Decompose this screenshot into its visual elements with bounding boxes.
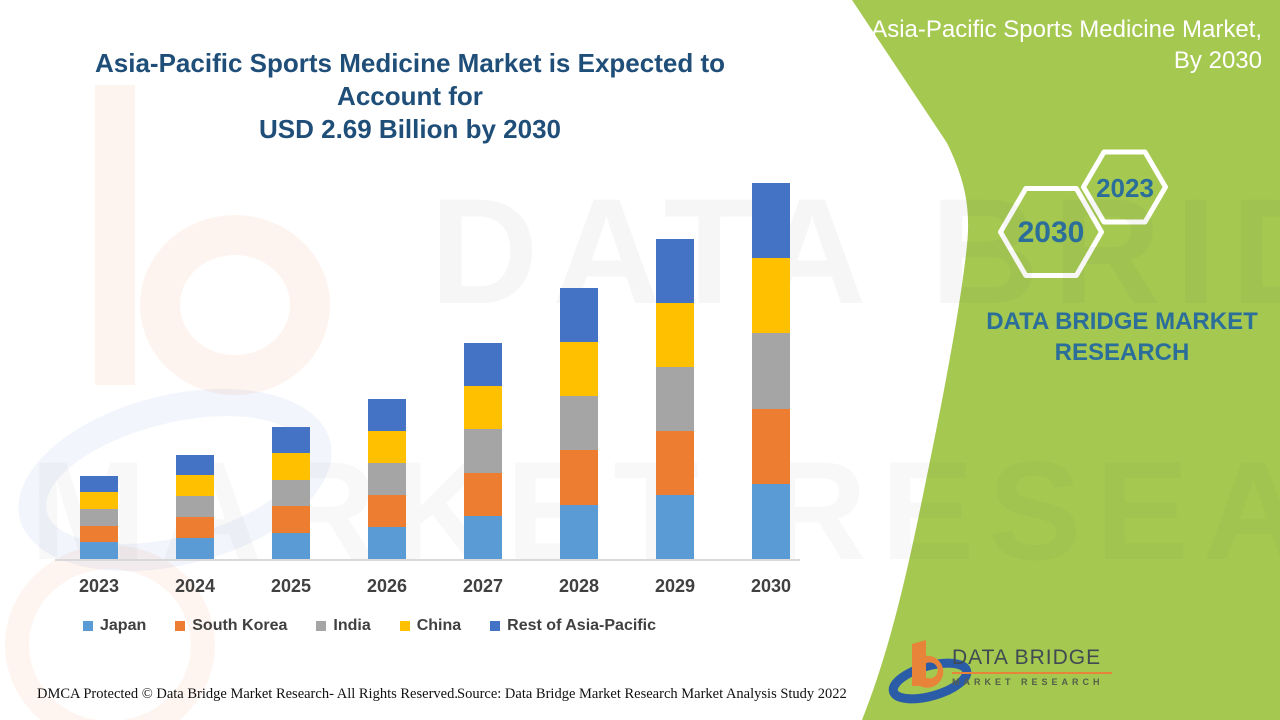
x-axis-labels: 2023 2024 2025 2026 2027 2028 2029 2030 (55, 576, 800, 600)
legend-label: Rest of Asia-Pacific (507, 617, 656, 634)
bar-segment-2024-south-korea (176, 517, 214, 539)
hexagon-2030-outline (998, 186, 1104, 278)
bar-segment-2027-china (464, 386, 502, 430)
legend-swatch (490, 621, 501, 631)
hexagon-2023-label: 2023 (1096, 173, 1154, 203)
bar-2029 (656, 238, 694, 559)
hexagon-2023-outline (1081, 149, 1168, 225)
bar-segment-2025-china (272, 453, 310, 480)
bar-segment-2026-india (368, 463, 406, 495)
bar-2024 (176, 454, 214, 559)
logo-line2: MARKET RESEARCH (952, 677, 1104, 687)
side-panel-heading: Asia-Pacific Sports Medicine Market, By … (842, 14, 1262, 76)
legend-label: Japan (100, 617, 147, 634)
bar-segment-2023-india (80, 508, 118, 526)
bar-segment-2026-rest-of-asia-pacific (368, 399, 406, 431)
data-bridge-logo-icon (888, 640, 972, 704)
bar-segment-2027-japan (464, 515, 502, 559)
x-axis-label-2030: 2030 (750, 576, 792, 596)
page-title-line1: Asia-Pacific Sports Medicine Market is E… (95, 48, 725, 111)
bar-2026 (368, 399, 406, 559)
stacked-bar-chart (55, 180, 800, 561)
x-axis-label-2029: 2029 (654, 576, 696, 596)
bar-segment-2028-japan (560, 504, 598, 559)
bar-segment-2024-japan (176, 538, 214, 559)
bar-segment-2029-india (656, 366, 694, 431)
x-axis-label-2025: 2025 (270, 576, 312, 596)
legend-label: India (333, 617, 371, 634)
bar-2025 (272, 426, 310, 559)
bar-segment-2026-china (368, 431, 406, 463)
bar-segment-2029-china (656, 302, 694, 367)
bar-segment-2025-rest-of-asia-pacific (272, 426, 310, 453)
bar-segment-2027-india (464, 429, 502, 473)
bar-segment-2030-south-korea (752, 408, 790, 484)
legend-item-india: India (316, 617, 371, 635)
bar-segment-2028-india (560, 396, 598, 451)
legend-swatch (316, 621, 327, 631)
data-bridge-logo-text: DATA BRIDGE MARKET RESEARCH (952, 646, 1122, 687)
bar-segment-2029-south-korea (656, 430, 694, 495)
bar-segment-2030-china (752, 258, 790, 334)
bar-2030 (752, 183, 790, 559)
legend-item-south-korea: South Korea (175, 617, 287, 635)
bar-segment-2028-rest-of-asia-pacific (560, 287, 598, 342)
legend-label: South Korea (192, 617, 288, 634)
x-axis-label-2023: 2023 (78, 576, 120, 596)
bar-segment-2027-south-korea (464, 472, 502, 516)
legend-item-china: China (399, 617, 462, 635)
bar-segment-2024-rest-of-asia-pacific (176, 454, 214, 476)
x-axis-label-2028: 2028 (558, 576, 600, 596)
bar-segment-2029-japan (656, 494, 694, 559)
bar-segment-2023-rest-of-asia-pacific (80, 475, 118, 493)
bar-segment-2028-south-korea (560, 450, 598, 505)
bar-segment-2024-china (176, 475, 214, 497)
bar-segment-2025-south-korea (272, 506, 310, 533)
legend-item-japan: Japan (83, 617, 146, 635)
page-title: Asia-Pacific Sports Medicine Market is E… (40, 47, 780, 146)
hexagon-2030-label: 2030 (1017, 216, 1085, 249)
brand-caption-line2: RESEARCH (1054, 339, 1190, 366)
bar-segment-2028-china (560, 341, 598, 397)
bar-2027 (464, 343, 502, 559)
bar-segment-2025-japan (272, 532, 310, 559)
bar-segment-2026-japan (368, 527, 406, 559)
logo-line1: DATA BRIDGE (952, 646, 1102, 669)
x-axis-label-2024: 2024 (174, 576, 216, 596)
bar-segment-2030-japan (752, 483, 790, 559)
bar-segment-2025-india (272, 479, 310, 506)
chart-legend: Japan South Korea India China Rest of Asia-P… (83, 617, 656, 635)
bar-segment-2026-south-korea (368, 495, 406, 527)
bar-segment-2029-rest-of-asia-pacific (656, 238, 694, 303)
x-axis-label-2027: 2027 (462, 576, 504, 596)
legend-swatch (83, 621, 93, 631)
x-axis-label-2026: 2026 (366, 576, 408, 596)
bar-segment-2023-china (80, 492, 118, 509)
legend-label: China (416, 617, 462, 634)
logo-divider (952, 672, 1112, 674)
side-panel-heading-line2: By 2030 (1173, 47, 1262, 74)
bar-segment-2030-india (752, 333, 790, 409)
bar-segment-2023-south-korea (80, 525, 118, 543)
legend-swatch (399, 621, 410, 631)
footer-source-text: Source: Data Bridge Market Research Mark… (457, 686, 847, 702)
brand-caption-line1: DATA BRIDGE MARKET (986, 308, 1258, 335)
bar-2023 (80, 475, 118, 559)
data-bridge-logo: DATA BRIDGE MARKET RESEARCH (886, 634, 1126, 706)
page-title-line2: USD 2.69 Billion by 2030 (258, 114, 561, 144)
bar-segment-2024-india (176, 496, 214, 518)
green-panel (852, 0, 1280, 720)
bar-segment-2023-japan (80, 542, 118, 559)
brand-caption: DATA BRIDGE MARKET RESEARCH (962, 306, 1280, 368)
footer-dmca-text: DMCA Protected © Data Bridge Market Rese… (37, 686, 458, 702)
bar-segment-2027-rest-of-asia-pacific (464, 343, 502, 387)
legend-swatch (175, 621, 186, 631)
legend-item-rest-of-asia-pacific: Rest of Asia-Pacific (490, 617, 656, 635)
bar-segment-2030-rest-of-asia-pacific (752, 183, 790, 259)
bar-2028 (560, 287, 598, 559)
side-panel-heading-line1: Asia-Pacific Sports Medicine Market, (871, 16, 1262, 43)
